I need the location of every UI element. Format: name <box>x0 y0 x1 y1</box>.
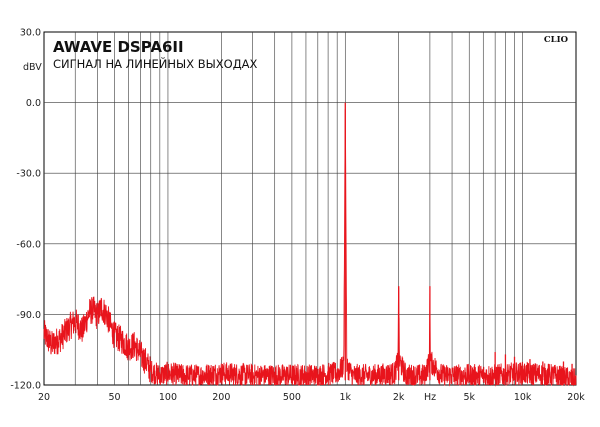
y-tick-label: 30.0 <box>20 28 41 39</box>
x-tick-label: 20k <box>567 392 585 403</box>
x-axis-unit-label: Hz <box>424 392 436 403</box>
spectrum-noise-line <box>43 109 577 387</box>
x-tick-labels: 20 50 100 200 500 1k 2k 5k 10k 20k <box>38 392 585 403</box>
y-tick-label: 0.0 <box>26 98 41 109</box>
x-tick-label: 100 <box>159 392 177 403</box>
grid <box>44 32 576 385</box>
x-tick-label: 200 <box>212 392 230 403</box>
plot-area <box>43 31 577 386</box>
y-tick-label: -60.0 <box>16 239 41 250</box>
y-tick-label: -120.0 <box>10 381 41 392</box>
x-tick-label: 2k <box>393 392 405 403</box>
x-tick-label: 1k <box>340 392 352 403</box>
x-tick-label: 50 <box>109 392 121 403</box>
chart-title: AWAVE DSPA6II <box>53 38 184 56</box>
y-tick-label: -90.0 <box>16 310 41 321</box>
y-tick-label: -30.0 <box>16 169 41 180</box>
y-axis-unit-label: dBV <box>23 62 42 73</box>
x-tick-label: 20 <box>38 392 50 403</box>
chart-subtitle: СИГНАЛ НА ЛИНЕЙНЫХ ВЫХОДАХ <box>53 56 258 71</box>
x-tick-label: 10k <box>514 392 532 403</box>
spectrum-trace <box>43 102 577 387</box>
clio-brand-label: CLIO <box>544 35 569 45</box>
x-tick-label: 500 <box>283 392 301 403</box>
y-tick-labels: 30.0 0.0 -30.0 -60.0 -90.0 -120.0 <box>10 28 41 392</box>
x-tick-label: 5k <box>463 392 475 403</box>
